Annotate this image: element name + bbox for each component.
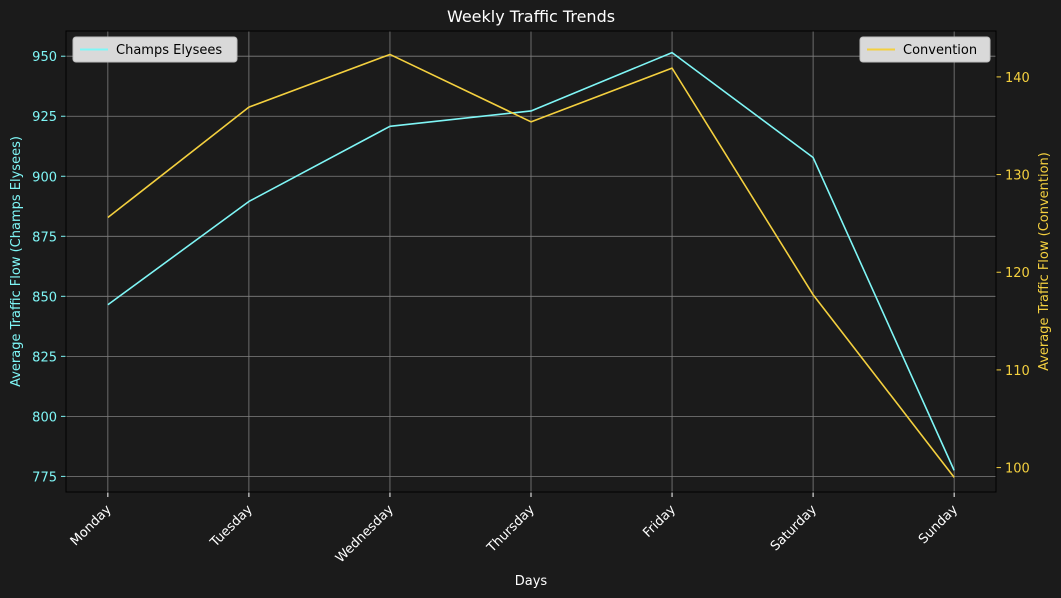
- y-tick-label-left: 950: [32, 50, 57, 65]
- y-tick-label-left: 775: [32, 470, 57, 485]
- y-tick-label-left: 900: [32, 170, 57, 185]
- y-tick-label-right: 140: [1005, 71, 1030, 86]
- legend-champs-elysees: Champs Elysees: [73, 37, 237, 62]
- y-tick-label-left: 800: [32, 410, 57, 425]
- y-tick-label-right: 120: [1005, 266, 1030, 281]
- x-axis-label: Days: [515, 574, 548, 589]
- y-tick-label-left: 925: [32, 110, 57, 125]
- y-tick-label-right: 100: [1005, 462, 1030, 477]
- chart-title: Weekly Traffic Trends: [447, 7, 615, 26]
- legend-convention: Convention: [860, 37, 990, 62]
- y-tick-label-left: 850: [32, 290, 57, 305]
- legend-label: Convention: [903, 43, 977, 58]
- legend-label: Champs Elysees: [116, 43, 222, 58]
- y-tick-label-right: 110: [1005, 364, 1030, 379]
- y-tick-label-left: 875: [32, 230, 57, 245]
- y-axis-label-left: Average Traffic Flow (Champs Elysees): [9, 136, 24, 387]
- y-tick-label-right: 130: [1005, 169, 1030, 184]
- y-tick-label-left: 825: [32, 350, 57, 365]
- y-axis-label-right: Average Traffic Flow (Convention): [1037, 152, 1052, 371]
